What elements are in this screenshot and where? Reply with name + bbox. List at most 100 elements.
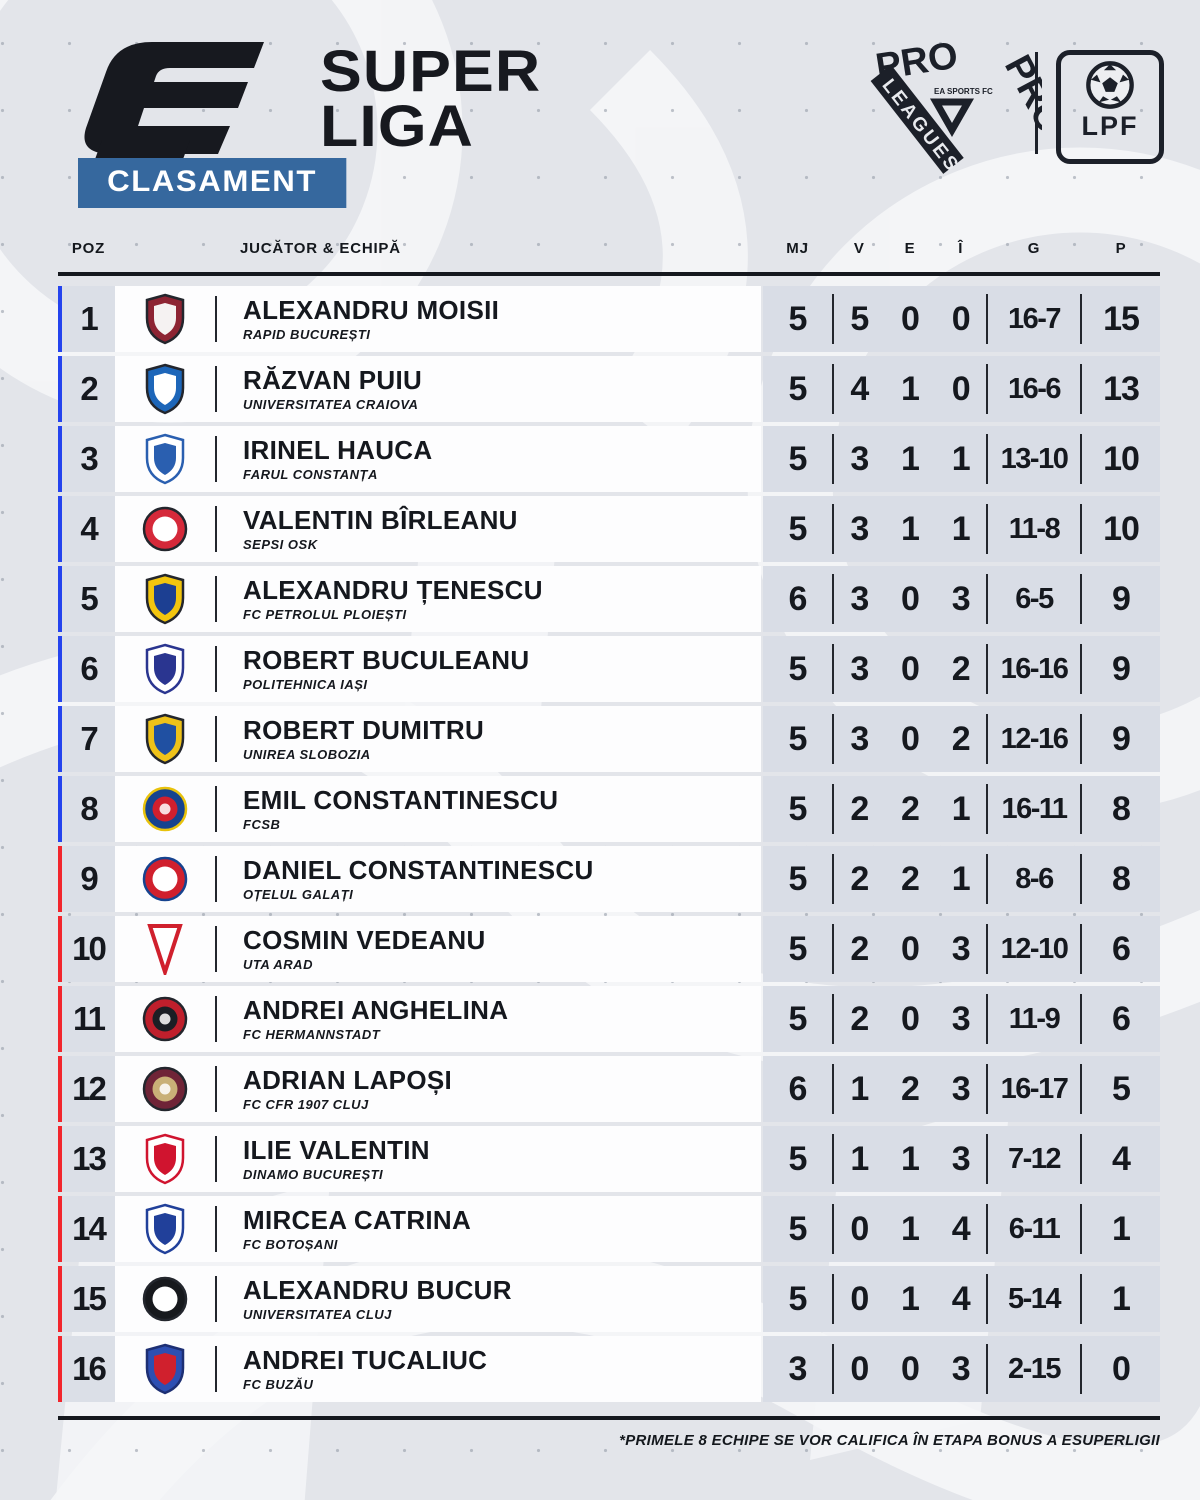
- stat-wins: 2: [850, 789, 869, 828]
- stat-goals: 11-8: [1008, 512, 1061, 545]
- player-cell: RĂZVAN PUIU UNIVERSITATEA CRAIOVA: [115, 356, 761, 422]
- stat-draws: 2: [901, 1069, 920, 1108]
- player-cell: ROBERT BUCULEANU POLITEHNICA IAȘI: [115, 636, 761, 702]
- stat-points: 15: [1103, 299, 1140, 338]
- crest-divider: [215, 1136, 217, 1182]
- stat-divider: [1080, 644, 1082, 694]
- stat-points: 9: [1112, 719, 1131, 758]
- stat-matches-played: 5: [788, 859, 808, 898]
- club-badge-icon: [142, 783, 188, 835]
- stat-divider: [1080, 924, 1082, 974]
- stat-matches-played: 5: [788, 1209, 808, 1248]
- table-row: 6 ROBERT BUCULEANU POLITEHNICA IAȘI 5 3 …: [58, 636, 1160, 702]
- stat-goals: 8-6: [1015, 862, 1054, 895]
- logo-separator: [1035, 52, 1038, 154]
- stat-matches-played: 6: [788, 579, 808, 618]
- stat-divider: [832, 644, 834, 694]
- stat-matches-played: 5: [788, 1139, 808, 1178]
- team-crest-icon: [115, 1063, 215, 1115]
- stat-goals: 6-11: [1008, 1212, 1061, 1245]
- stat-wins: 3: [850, 649, 869, 688]
- stat-draws: 0: [901, 999, 920, 1038]
- team-name: UNIVERSITATEA CRAIOVA: [243, 397, 419, 412]
- stats-cell: 5 1 1 3 7-12 4: [763, 1126, 1160, 1192]
- stat-points: 10: [1103, 509, 1140, 548]
- stat-divider: [832, 994, 834, 1044]
- header-mj: MJ: [786, 240, 809, 257]
- brand-word-liga: LIGA: [320, 94, 474, 159]
- zone-indicator-bar: [58, 986, 62, 1052]
- zone-indicator-bar: [58, 286, 62, 352]
- team-crest-icon: [115, 993, 215, 1045]
- stat-divider: [986, 1134, 988, 1184]
- stat-wins: 2: [850, 999, 869, 1038]
- esuperliga-e-logo-icon: [84, 42, 264, 162]
- team-crest-icon: [115, 853, 215, 905]
- stat-wins: 0: [850, 1279, 869, 1318]
- table-row: 14 MIRCEA CATRINA FC BOTOȘANI 5 0 1 4 6-…: [58, 1196, 1160, 1262]
- stat-matches-played: 5: [788, 999, 808, 1038]
- club-badge-icon: [142, 993, 188, 1045]
- stats-cell: 5 3 1 1 13-10 10: [763, 426, 1160, 492]
- crest-divider: [215, 1276, 217, 1322]
- stat-divider: [986, 504, 988, 554]
- stat-losses: 3: [951, 579, 971, 618]
- player-cell: ALEXANDRU MOISII RAPID BUCUREȘTI: [115, 286, 761, 352]
- stat-matches-played: 5: [788, 1279, 808, 1318]
- team-crest-icon: [115, 293, 215, 345]
- stats-cell: 5 2 0 3 11-9 6: [763, 986, 1160, 1052]
- position-number: 8: [62, 776, 115, 842]
- table-row: 9 DANIEL CONSTANTINESCU OȚELUL GALAȚI 5 …: [58, 846, 1160, 912]
- stat-wins: 2: [850, 859, 869, 898]
- player-cell: ADRIAN LAPOȘI FC CFR 1907 CLUJ: [115, 1056, 761, 1122]
- table-row: 2 RĂZVAN PUIU UNIVERSITATEA CRAIOVA 5 4 …: [58, 356, 1160, 422]
- table-row: 16 ANDREI TUCALIUC FC BUZĂU 3 0 0 3 2-15: [58, 1336, 1160, 1402]
- team-crest-icon: [115, 503, 215, 555]
- stat-losses: 0: [951, 299, 971, 338]
- player-cell: MIRCEA CATRINA FC BOTOȘANI: [115, 1196, 761, 1262]
- table-row: 10 COSMIN VEDEANU UTA ARAD 5 2 0 3 12-10: [58, 916, 1160, 982]
- club-badge-icon: [142, 433, 188, 485]
- stats-cell: 5 2 2 1 16-11 8: [763, 776, 1160, 842]
- header-poz: POZ: [71, 240, 106, 257]
- stat-divider: [832, 1064, 834, 1114]
- position-number: 11: [62, 986, 115, 1052]
- club-badge-icon: [142, 1133, 188, 1185]
- stat-divider: [832, 1204, 834, 1254]
- stats-cell: 5 3 1 1 11-8 10: [763, 496, 1160, 562]
- stats-cell: 5 0 1 4 5-14 1: [763, 1266, 1160, 1332]
- stat-matches-played: 5: [788, 439, 808, 478]
- stat-draws: 0: [901, 929, 920, 968]
- table-row: 11 ANDREI ANGHELINA FC HERMANNSTADT 5 2 …: [58, 986, 1160, 1052]
- stat-divider: [832, 574, 834, 624]
- zone-indicator-bar: [58, 356, 62, 422]
- stat-wins: 4: [850, 369, 869, 408]
- stat-points: 9: [1112, 579, 1131, 618]
- zone-indicator-bar: [58, 706, 62, 772]
- stat-goals: 12-10: [1000, 932, 1069, 965]
- stat-points: 8: [1112, 789, 1131, 828]
- stat-losses: 2: [951, 719, 971, 758]
- stat-divider: [986, 1064, 988, 1114]
- stat-wins: 1: [850, 1139, 869, 1178]
- player-name: IRINEL HAUCA: [243, 435, 433, 465]
- stat-divider: [1080, 504, 1082, 554]
- stat-divider: [832, 1274, 834, 1324]
- stat-divider: [1080, 1134, 1082, 1184]
- crest-divider: [215, 506, 217, 552]
- player-name: VALENTIN BÎRLEANU: [243, 505, 518, 535]
- player-name: ANDREI ANGHELINA: [243, 995, 509, 1025]
- player-cell: VALENTIN BÎRLEANU SEPSI OSK: [115, 496, 761, 562]
- crest-divider: [215, 786, 217, 832]
- club-badge-icon: [142, 1273, 188, 1325]
- table-row: 3 IRINEL HAUCA FARUL CONSTANȚA 5 3 1 1 1…: [58, 426, 1160, 492]
- stat-divider: [986, 434, 988, 484]
- stat-losses: 3: [951, 1069, 971, 1108]
- crest-divider: [215, 296, 217, 342]
- stats-cell: 5 2 2 1 8-6 8: [763, 846, 1160, 912]
- stat-matches-played: 5: [788, 789, 808, 828]
- stat-losses: 3: [951, 999, 971, 1038]
- stat-wins: 5: [850, 299, 869, 338]
- stat-draws: 0: [901, 299, 920, 338]
- stat-losses: 1: [951, 439, 971, 478]
